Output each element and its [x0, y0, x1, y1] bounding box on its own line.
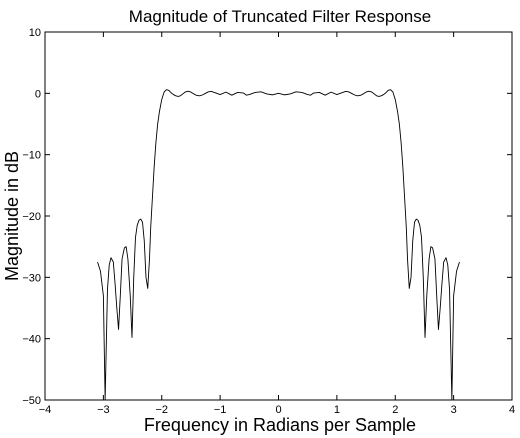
x-tick-label: −1: [214, 404, 227, 416]
y-axis-title: Magnitude in dB: [2, 151, 22, 281]
x-tick-label: 4: [509, 404, 515, 416]
ticks-layer: [44, 31, 513, 401]
x-tick-label: −2: [155, 404, 168, 416]
chart-title: Magnitude of Truncated Filter Response: [129, 7, 431, 26]
y-tick-label: −10: [22, 150, 41, 162]
x-tick-label: 0: [275, 404, 281, 416]
plot-frame: [44, 31, 513, 401]
x-tick-label: −3: [97, 404, 110, 416]
y-tick-label: −50: [22, 395, 41, 407]
series-line: [97, 89, 460, 401]
y-tick-label: −20: [22, 211, 41, 223]
x-tick-label: 2: [392, 404, 398, 416]
y-tick-label: −40: [22, 334, 41, 346]
y-tick-label: −30: [22, 272, 41, 284]
y-tick-label: 0: [35, 88, 41, 100]
y-tick-label: 10: [29, 27, 41, 39]
x-tick-label: 1: [334, 404, 340, 416]
x-tick-label: 3: [451, 404, 457, 416]
x-axis-title: Frequency in Radians per Sample: [144, 415, 416, 435]
x-tick-label: −4: [39, 404, 52, 416]
